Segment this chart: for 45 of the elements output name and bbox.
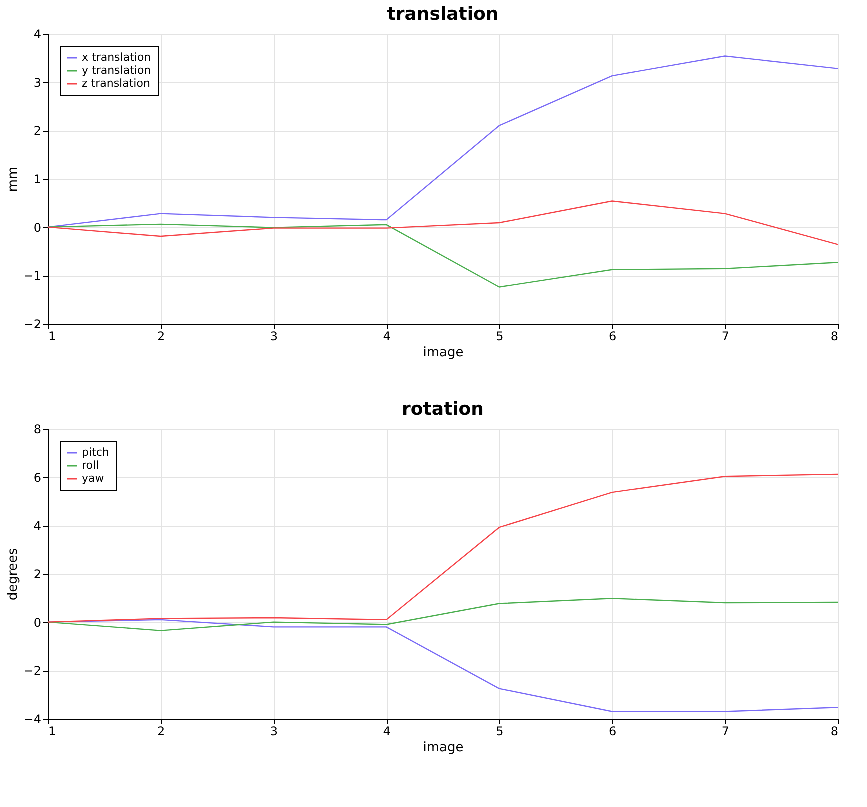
x-tick-label: 4 — [383, 330, 391, 344]
y-tick-label: −2 — [24, 318, 42, 332]
chart-title: rotation — [402, 399, 484, 420]
x-tick-label: 7 — [722, 724, 730, 738]
y-axis-title: mm — [6, 166, 21, 192]
y-tick-label: 3 — [34, 76, 42, 90]
x-tick-label: 6 — [608, 330, 617, 344]
y-axis-title: degrees — [6, 548, 21, 601]
x-axis-title: image — [423, 740, 464, 756]
x-tick-label: 5 — [496, 724, 504, 738]
x-tick-label: 8 — [830, 724, 838, 738]
legend-label: yaw — [82, 472, 104, 485]
legend-label: z translation — [82, 77, 150, 90]
legend-label: roll — [82, 459, 100, 472]
x-tick-label: 3 — [270, 724, 278, 738]
line-series — [47, 474, 839, 623]
y-tick-label: 0 — [34, 616, 42, 630]
y-tick-label: −4 — [24, 712, 42, 726]
y-tick-label: −2 — [24, 664, 42, 678]
y-tick-label: 4 — [34, 28, 42, 42]
x-tick-label: 8 — [830, 330, 838, 344]
x-tick-label: 7 — [722, 330, 730, 344]
x-axis-title: image — [423, 346, 464, 360]
y-tick-label: 1 — [34, 172, 42, 186]
x-tick-label: 6 — [608, 724, 617, 738]
y-tick-label: 4 — [34, 519, 42, 534]
y-tick-label: −1 — [24, 269, 42, 284]
line-series — [47, 224, 839, 288]
legend-label: pitch — [82, 446, 110, 459]
x-tick-label: 4 — [383, 724, 391, 738]
y-tick-label: 6 — [34, 470, 42, 485]
line-series — [47, 200, 839, 246]
legend-label: x translation — [82, 51, 152, 64]
x-tick-label: 1 — [48, 330, 56, 344]
x-tick-label: 5 — [496, 330, 504, 344]
chart-title: translation — [387, 4, 499, 25]
legend-label: y translation — [82, 64, 152, 77]
x-tick-label: 1 — [48, 724, 56, 738]
y-tick-label: 2 — [34, 568, 42, 582]
y-tick-label: 2 — [34, 124, 42, 138]
x-tick-label: 2 — [158, 724, 166, 738]
x-tick-label: 2 — [158, 330, 166, 344]
y-tick-label: 8 — [34, 422, 42, 436]
y-tick-label: 0 — [34, 220, 42, 235]
x-tick-label: 3 — [270, 330, 278, 344]
